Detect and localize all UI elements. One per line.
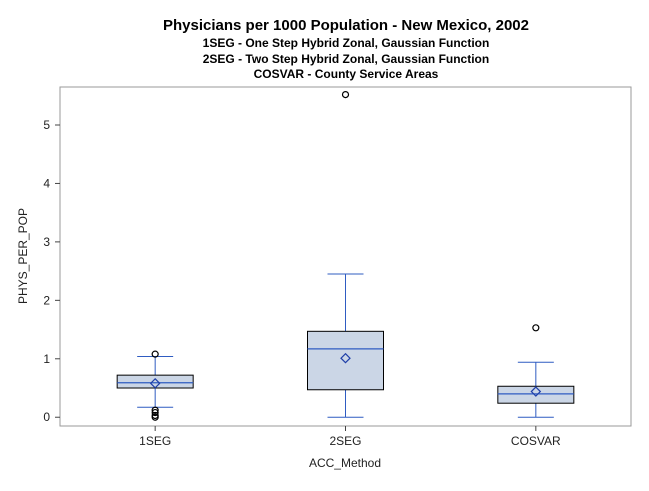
mean-marker (340, 352, 351, 364)
y-tick-label: 1 (43, 352, 50, 366)
iqr-box (307, 330, 384, 391)
box-group-1seg (116, 350, 194, 421)
outlier-point (151, 408, 159, 417)
y-tick-label: 2 (43, 293, 50, 307)
y-axis-label: PHYS_PER_POP (16, 208, 30, 304)
outlier-point (151, 411, 159, 420)
outlier-point (151, 406, 159, 414)
y-tick-label: 0 (43, 410, 50, 424)
boxes (116, 90, 575, 421)
x-axis: 1SEG 2SEG COSVAR (139, 426, 561, 448)
box-group-cosvar (497, 324, 575, 418)
chart-subtitle-1: 1SEG - One Step Hybrid Zonal, Gaussian F… (203, 36, 490, 50)
iqr-box (116, 374, 194, 389)
outlier-point (532, 324, 540, 332)
x-tick-label: 1SEG (139, 434, 171, 448)
chart-subtitle-3: COSVAR - County Service Areas (254, 67, 439, 81)
outlier-point (151, 350, 159, 358)
y-tick-label: 3 (43, 235, 50, 249)
mean-marker (149, 377, 161, 389)
y-axis: 0 1 2 3 4 5 (43, 118, 60, 424)
x-tick-label: COSVAR (511, 434, 561, 448)
mean-marker (530, 386, 542, 397)
x-axis-label: ACC_Method (309, 456, 381, 470)
chart-subtitle-2: 2SEG - Two Step Hybrid Zonal, Gaussian F… (203, 52, 489, 66)
outlier-point (341, 90, 350, 99)
chart-title: Physicians per 1000 Population - New Mex… (163, 17, 529, 34)
y-tick-label: 5 (43, 118, 50, 132)
x-tick-label: 2SEG (329, 434, 361, 448)
y-tick-label: 4 (43, 176, 50, 190)
iqr-box (497, 385, 575, 404)
box-group-2seg (307, 90, 384, 418)
